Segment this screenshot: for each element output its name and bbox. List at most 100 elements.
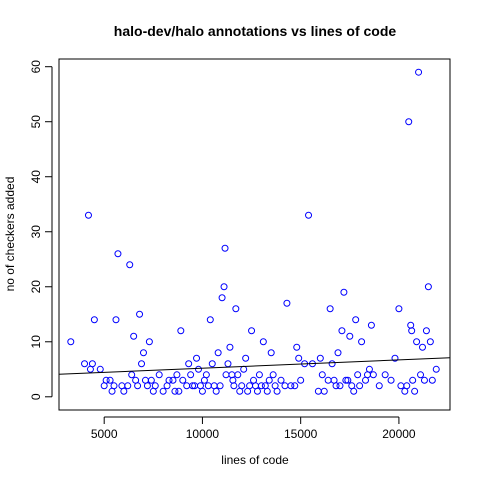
data-point xyxy=(202,371,210,379)
data-point xyxy=(173,371,181,379)
data-point xyxy=(297,376,305,384)
data-point xyxy=(67,338,75,346)
data-point xyxy=(332,382,340,390)
data-point xyxy=(316,354,324,362)
data-point xyxy=(277,376,285,384)
data-point xyxy=(171,387,179,395)
data-point xyxy=(240,365,248,373)
x-tick-label: 20000 xyxy=(382,427,416,441)
data-point xyxy=(420,376,428,384)
y-tick-label: 20 xyxy=(29,280,43,294)
data-point xyxy=(293,343,301,351)
data-point xyxy=(112,316,120,324)
data-point xyxy=(267,349,275,357)
data-point xyxy=(407,321,415,329)
data-point xyxy=(257,382,265,390)
data-point xyxy=(151,382,159,390)
data-point xyxy=(175,387,183,395)
data-point xyxy=(90,316,98,324)
data-point xyxy=(350,387,358,395)
y-tick-label: 40 xyxy=(29,170,43,184)
data-point xyxy=(110,382,118,390)
data-point xyxy=(428,376,436,384)
data-point xyxy=(177,327,185,335)
data-point xyxy=(136,310,144,318)
data-point xyxy=(413,338,421,346)
data-point xyxy=(242,354,250,362)
data-point xyxy=(432,365,440,373)
data-point xyxy=(408,327,416,335)
data-point xyxy=(365,365,373,373)
data-points xyxy=(67,68,440,395)
data-point xyxy=(375,382,383,390)
data-point xyxy=(212,387,220,395)
data-point xyxy=(344,376,352,384)
data-point xyxy=(183,382,191,390)
data-point xyxy=(281,382,289,390)
data-point xyxy=(228,371,236,379)
data-point xyxy=(342,376,350,384)
data-point xyxy=(126,261,134,269)
data-point xyxy=(96,365,104,373)
y-tick-label: 10 xyxy=(29,335,43,349)
data-point xyxy=(422,327,430,335)
data-point xyxy=(114,250,122,258)
data-point xyxy=(193,354,201,362)
data-point xyxy=(139,349,147,357)
data-point xyxy=(387,376,395,384)
data-point xyxy=(159,387,167,395)
data-point xyxy=(415,68,423,76)
data-point xyxy=(120,387,128,395)
data-point xyxy=(426,338,434,346)
y-tick-label: 60 xyxy=(29,60,43,74)
data-point xyxy=(130,332,138,340)
data-point xyxy=(195,365,203,373)
data-point xyxy=(198,387,206,395)
data-point xyxy=(253,387,261,395)
data-point xyxy=(221,244,229,252)
data-point xyxy=(145,338,153,346)
data-point xyxy=(106,376,114,384)
y-axis-label: no of checkers added xyxy=(3,177,17,292)
data-point xyxy=(234,371,242,379)
y-tick-label: 50 xyxy=(29,115,43,129)
data-point xyxy=(218,294,226,302)
data-point xyxy=(354,371,362,379)
data-point xyxy=(143,382,151,390)
data-point xyxy=(229,376,237,384)
data-point xyxy=(81,360,89,368)
x-axis-label: lines of code xyxy=(221,453,289,467)
data-point xyxy=(265,376,273,384)
data-point xyxy=(417,371,425,379)
x-tick-label: 5000 xyxy=(91,427,118,441)
data-point xyxy=(224,360,232,368)
data-point xyxy=(204,382,212,390)
data-point xyxy=(165,376,173,384)
data-point xyxy=(155,371,163,379)
data-point xyxy=(391,354,399,362)
data-point xyxy=(283,299,291,307)
data-point xyxy=(208,360,216,368)
data-point xyxy=(214,349,222,357)
data-point xyxy=(273,387,281,395)
data-point xyxy=(263,387,271,395)
data-point xyxy=(216,382,224,390)
data-point xyxy=(230,382,238,390)
data-point xyxy=(134,382,142,390)
y-tick-label: 0 xyxy=(29,393,43,400)
data-point xyxy=(409,376,417,384)
x-axis: 5000 10000 15000 20000 xyxy=(91,416,416,441)
data-point xyxy=(88,360,96,368)
data-point xyxy=(328,360,336,368)
data-point xyxy=(179,376,187,384)
data-point xyxy=(403,382,411,390)
data-point xyxy=(128,371,136,379)
data-point xyxy=(326,305,334,313)
data-point xyxy=(169,376,177,384)
data-point xyxy=(424,283,432,291)
data-point xyxy=(356,382,364,390)
data-point xyxy=(232,305,240,313)
data-point xyxy=(369,371,377,379)
data-point xyxy=(405,118,413,126)
data-point xyxy=(238,382,246,390)
